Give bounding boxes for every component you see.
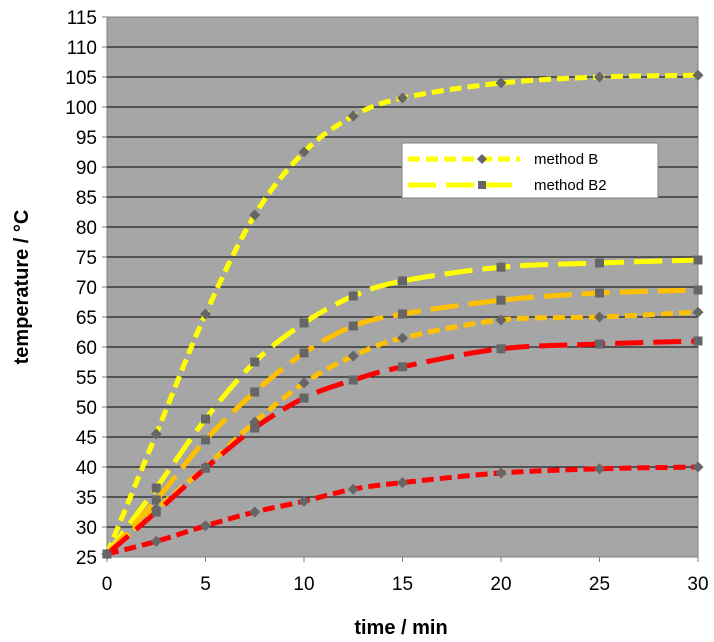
legend-marker-method-b bbox=[477, 154, 487, 164]
y-tick-label: 95 bbox=[76, 128, 97, 149]
legend-marker-method-b2 bbox=[478, 181, 486, 189]
y-tick-label: 100 bbox=[65, 98, 97, 119]
series-5 bbox=[101, 461, 704, 560]
data-point-diamond bbox=[249, 209, 261, 221]
data-point-diamond bbox=[298, 377, 310, 389]
legend-label-method-b: method B bbox=[534, 151, 598, 168]
data-point-square bbox=[398, 362, 407, 372]
data-point-square bbox=[250, 357, 260, 367]
data-point-diamond bbox=[150, 535, 162, 547]
legend-box bbox=[401, 142, 659, 199]
x-axis-ticks: 0 5 10 15 20 25 30 bbox=[102, 557, 709, 595]
data-point-square bbox=[151, 495, 161, 505]
data-point-square bbox=[496, 262, 506, 272]
y-tick-label: 25 bbox=[76, 548, 97, 569]
data-point-diamond bbox=[347, 110, 359, 122]
y-axis-ticks: 25 30 35 40 45 50 55 60 65 70 75 80 85 90 95 100 105 110 1… bbox=[65, 8, 107, 569]
y-tick-label: 50 bbox=[76, 398, 97, 419]
data-point-square bbox=[201, 414, 210, 424]
data-point-diamond bbox=[397, 477, 408, 489]
data-point-diamond bbox=[298, 495, 310, 507]
y-tick-label: 40 bbox=[76, 458, 97, 479]
data-point-square bbox=[496, 344, 506, 354]
y-tick-label: 60 bbox=[76, 338, 97, 359]
data-point-diamond bbox=[347, 483, 359, 495]
series-line bbox=[104, 72, 699, 555]
data-point-square bbox=[595, 288, 604, 298]
data-point-diamond bbox=[692, 306, 704, 318]
y-tick-label: 85 bbox=[76, 188, 97, 209]
data-point-diamond bbox=[150, 428, 162, 440]
data-point-diamond bbox=[692, 69, 704, 81]
data-point-diamond bbox=[298, 146, 310, 158]
data-point-square bbox=[299, 348, 309, 358]
y-tick-label: 110 bbox=[67, 38, 97, 59]
data-point-diamond bbox=[594, 311, 605, 323]
x-tick-label: 15 bbox=[392, 574, 413, 595]
y-tick-label: 45 bbox=[76, 428, 97, 449]
data-point-diamond bbox=[594, 71, 605, 83]
x-tick-label: 30 bbox=[687, 574, 708, 595]
data-point-square bbox=[201, 463, 210, 473]
series-line bbox=[106, 464, 699, 557]
data-point-square bbox=[250, 387, 260, 397]
data-point-diamond bbox=[397, 92, 408, 104]
data-point-square bbox=[595, 339, 604, 349]
x-tick-label: 20 bbox=[490, 574, 511, 595]
y-axis-title: temperature / °C bbox=[11, 210, 33, 365]
data-point-square bbox=[151, 507, 161, 517]
data-point-square bbox=[496, 295, 506, 305]
data-point-square bbox=[348, 375, 358, 385]
data-point-diamond bbox=[101, 548, 113, 560]
data-point-square bbox=[693, 336, 703, 346]
legend-label-method-b2: method B2 bbox=[534, 177, 607, 194]
y-tick-label: 90 bbox=[76, 158, 97, 179]
data-point-square bbox=[398, 276, 407, 286]
data-point-square bbox=[398, 309, 407, 319]
series-line bbox=[105, 338, 699, 556]
data-point-diamond bbox=[495, 314, 507, 326]
data-point-diamond bbox=[249, 506, 261, 518]
data-point-square bbox=[348, 321, 358, 331]
data-point-square bbox=[595, 258, 604, 268]
data-point-diamond bbox=[495, 77, 507, 89]
y-tick-label: 55 bbox=[76, 368, 97, 389]
data-point-square bbox=[693, 255, 703, 265]
data-point-square bbox=[151, 483, 161, 493]
legend: method B method B2 bbox=[401, 142, 659, 199]
y-tick-label: 65 bbox=[76, 308, 97, 329]
x-tick-label: 10 bbox=[293, 574, 314, 595]
x-axis-title: time / min bbox=[354, 617, 447, 639]
series-group bbox=[101, 69, 704, 560]
series-line bbox=[104, 257, 699, 556]
data-point-square bbox=[299, 393, 309, 403]
x-tick-label: 0 bbox=[102, 574, 113, 595]
y-tick-label: 70 bbox=[76, 278, 97, 299]
y-tick-label: 35 bbox=[76, 488, 97, 509]
data-point-square bbox=[299, 318, 309, 328]
data-point-diamond bbox=[594, 463, 605, 475]
y-tick-label: 105 bbox=[65, 68, 97, 89]
data-point-diamond bbox=[397, 332, 408, 344]
data-point-square bbox=[348, 291, 358, 301]
data-point-diamond bbox=[692, 461, 704, 473]
y-tick-label: 30 bbox=[76, 518, 97, 539]
y-tick-label: 80 bbox=[76, 218, 97, 239]
data-point-square bbox=[693, 285, 703, 295]
x-tick-label: 25 bbox=[589, 574, 610, 595]
series-1 bbox=[102, 255, 703, 559]
data-point-square bbox=[201, 435, 210, 445]
y-tick-label: 115 bbox=[67, 8, 97, 29]
series-line bbox=[105, 287, 699, 556]
data-point-diamond bbox=[200, 520, 211, 532]
data-point-square bbox=[250, 423, 260, 433]
data-point-diamond bbox=[495, 467, 507, 479]
data-point-diamond bbox=[200, 308, 211, 320]
x-tick-label: 5 bbox=[200, 574, 211, 595]
data-point-diamond bbox=[347, 350, 359, 362]
y-tick-label: 75 bbox=[76, 248, 97, 269]
